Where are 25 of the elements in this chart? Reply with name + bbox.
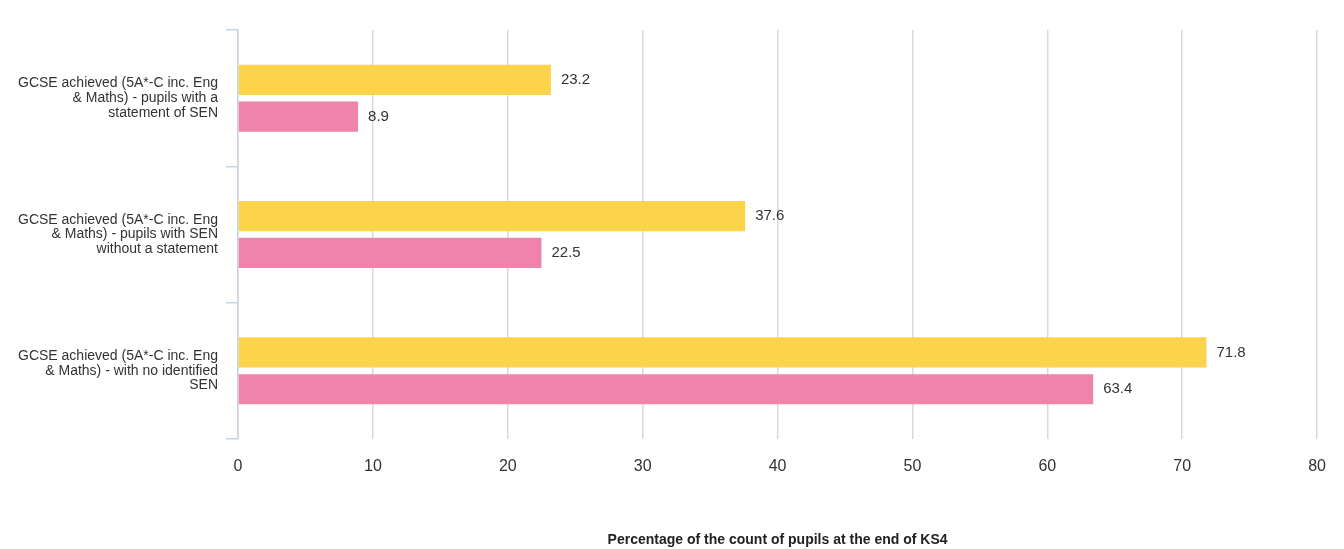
data-label: 37.6 xyxy=(755,206,785,224)
bar xyxy=(238,64,551,95)
x-tick-label: 80 xyxy=(1308,457,1327,475)
data-label: 8.9 xyxy=(368,106,389,124)
data-label: 23.2 xyxy=(560,69,591,87)
bar xyxy=(238,101,359,132)
y-tick-label: GCSE achieved (5A*-C inc. Eng & Maths) - pupils with SEN without a statement xyxy=(18,210,219,257)
bar xyxy=(238,374,1094,405)
data-label: 22.5 xyxy=(551,243,581,261)
x-tick-label: 30 xyxy=(633,457,652,475)
bar xyxy=(238,201,746,232)
y-tick-label: GCSE achieved (5A*-C inc. Eng & Maths) - with no identified SEN xyxy=(18,347,218,393)
y-tick-label: GCSE achieved (5A*-C inc. Eng & Maths) - pupils with a statement of SEN xyxy=(18,74,219,120)
x-tick-label: 0 xyxy=(233,457,243,475)
data-label: 71.8 xyxy=(1216,342,1246,360)
x-tick-label: 10 xyxy=(363,457,382,475)
x-tick-label: 20 xyxy=(498,457,517,475)
x-tick-label: 60 xyxy=(1038,457,1057,475)
x-tick-label: 70 xyxy=(1173,457,1192,475)
x-tick-label: 50 xyxy=(903,457,922,475)
data-label: 63.4 xyxy=(1103,379,1133,397)
x-tick-label: 40 xyxy=(768,457,787,475)
bar xyxy=(238,337,1207,368)
bar xyxy=(238,237,542,269)
x-axis-title: Percentage of the count of pupils at the end of KS4 xyxy=(607,531,948,548)
